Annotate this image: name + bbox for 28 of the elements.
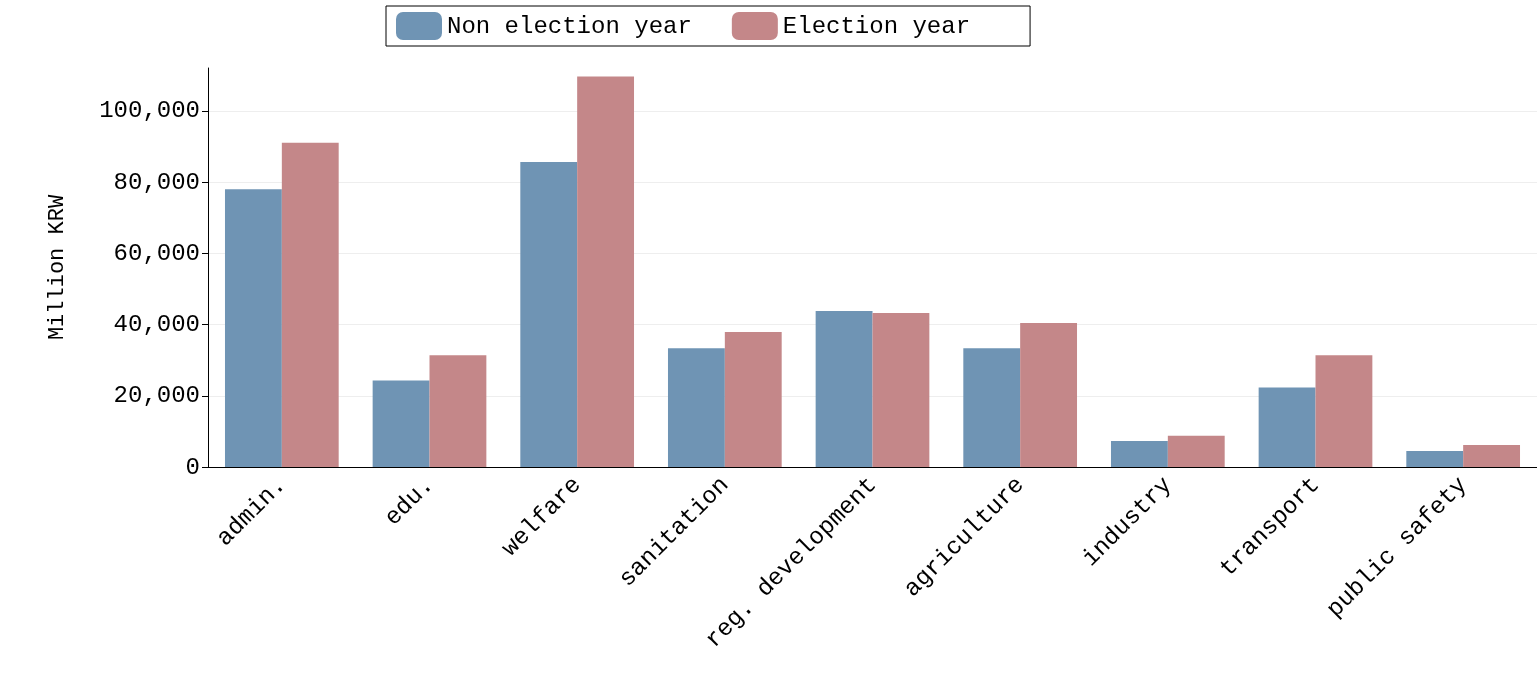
bar <box>872 313 930 467</box>
bar <box>1258 387 1316 467</box>
y-tick-label: 40,000 <box>113 311 200 338</box>
bar <box>667 348 725 467</box>
bar <box>429 355 487 467</box>
bar <box>1167 435 1225 467</box>
y-tick-label: 0 <box>185 453 200 481</box>
x-tick-label: edu. <box>379 471 440 532</box>
bar <box>724 331 782 467</box>
bar <box>1463 444 1521 467</box>
y-tick-label: 100,000 <box>99 97 200 125</box>
bar <box>815 310 873 467</box>
bar <box>1315 355 1373 467</box>
bar <box>963 348 1021 467</box>
bar <box>520 162 578 467</box>
y-tick-label: 60,000 <box>113 239 200 267</box>
bar <box>1110 440 1168 467</box>
bar <box>372 380 430 467</box>
y-tick-label: 20,000 <box>113 382 200 410</box>
bar <box>577 76 635 467</box>
y-tick-label: 80,000 <box>113 168 200 196</box>
bar <box>281 142 339 467</box>
bar <box>1020 323 1078 467</box>
bar <box>224 189 282 467</box>
y-axis-title: Million KRW <box>44 194 70 341</box>
legend-label: Election year <box>782 12 971 40</box>
legend-label: Non election year <box>447 12 692 40</box>
bar <box>1406 450 1464 467</box>
